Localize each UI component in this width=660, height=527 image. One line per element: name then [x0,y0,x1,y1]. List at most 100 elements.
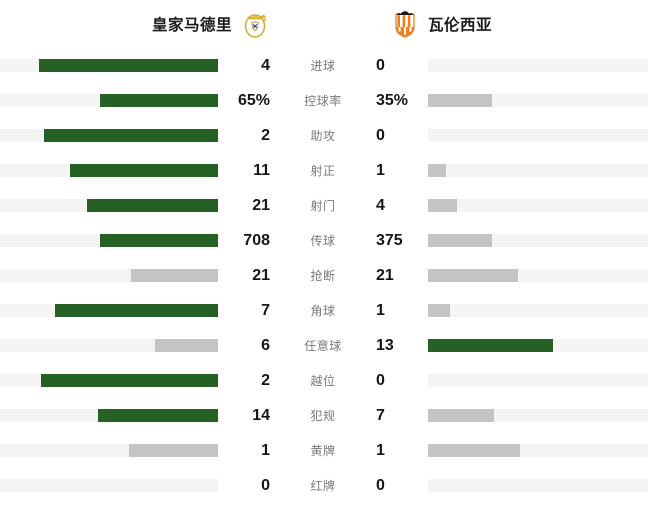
stat-center: 14 犯规 7 [218,398,428,433]
stat-row: 7 角球 1 [0,293,660,328]
home-bar-track [0,409,218,422]
stat-center: 21 抢断 21 [218,258,428,293]
home-bar-fill [130,269,218,282]
stat-label: 进球 [310,58,336,73]
away-team-name: 瓦伦西亚 [428,17,493,34]
away-bar-fill [428,164,446,177]
home-bar-fill [154,339,218,352]
away-stat-value: 375 [376,231,403,249]
away-bar-track [428,129,648,142]
away-stat-value: 0 [376,56,385,74]
home-stat-value: 21 [252,196,270,214]
home-bar-track [0,199,218,212]
stat-row: 21 射门 4 [0,188,660,223]
home-stat-value: 7 [261,301,270,319]
stat-center: 4 进球 0 [218,48,428,83]
home-bar-track [0,304,218,317]
stat-row: 2 越位 0 [0,363,660,398]
away-bar-track [428,409,648,422]
home-stat-value: 6 [261,336,270,354]
away-bar-track [428,94,648,107]
away-stat-value: 0 [376,476,385,494]
stat-row: 0 红牌 0 [0,468,660,503]
home-bar-track [0,479,218,492]
away-bar-fill [428,444,521,457]
away-stat-value: 7 [376,406,385,424]
stat-label: 助攻 [310,128,336,143]
away-stat-value: 1 [376,161,385,179]
stat-row: 2 助攻 0 [0,118,660,153]
home-bar-fill [100,94,218,107]
away-bar-fill [428,234,492,247]
home-bar-fill [128,444,218,457]
away-bar-track [428,199,648,212]
away-stat-value: 4 [376,196,385,214]
stat-center: 6 任意球 13 [218,328,428,363]
away-stat-value: 0 [376,371,385,389]
home-stat-value: 708 [243,231,270,249]
stat-center: 2 越位 0 [218,363,428,398]
home-stat-value: 4 [261,56,270,74]
home-stat-value: 11 [253,161,270,179]
home-bar-track [0,164,218,177]
away-bar-track [428,234,648,247]
stat-center: 2 助攻 0 [218,118,428,153]
home-bar-fill [69,164,218,177]
home-team: 皇家马德里 [0,10,268,38]
home-bar-fill [41,374,218,387]
home-bar-track [0,339,218,352]
away-stat-value: 0 [376,126,385,144]
home-bar-fill [98,409,218,422]
away-bar-track [428,444,648,457]
home-bar-track [0,59,218,72]
stat-label: 任意球 [304,338,342,353]
home-bar-fill [39,59,218,72]
stat-label: 角球 [310,303,336,318]
away-stat-value: 35% [376,91,409,109]
home-bar-fill [43,129,218,142]
stat-label: 控球率 [304,93,342,108]
home-stat-value: 1 [261,441,270,459]
stat-label: 传球 [310,233,336,248]
away-stat-value: 1 [376,441,385,459]
stat-row: 21 抢断 21 [0,258,660,293]
away-bar-track [428,269,648,282]
valencia-crest-icon [392,10,418,38]
home-bar-fill [87,199,218,212]
away-bar-track [428,164,648,177]
home-bar-track [0,444,218,457]
away-bar-fill [428,339,554,352]
away-bar-track [428,304,648,317]
home-bar-track [0,269,218,282]
home-bar-fill [100,234,218,247]
away-bar-track [428,374,648,387]
away-stat-value: 21 [376,266,394,284]
away-bar-fill [428,409,494,422]
away-bar-track [428,59,648,72]
stat-label: 射正 [310,163,336,178]
away-bar-fill [428,304,450,317]
home-stat-value: 2 [261,371,270,389]
home-stat-value: 21 [252,266,270,284]
stat-row: 708 传球 375 [0,223,660,258]
stat-row: 1 黄牌 1 [0,433,660,468]
stat-center: 708 传球 375 [218,223,428,258]
stat-label: 犯规 [310,408,336,423]
away-bar-track [428,339,648,352]
away-bar-track [428,479,648,492]
home-bar-track [0,129,218,142]
stat-label: 抢断 [310,268,336,283]
stat-row: 4 进球 0 [0,48,660,83]
away-bar-fill [428,199,457,212]
stat-center: 65% 控球率 35% [218,83,428,118]
stat-row: 6 任意球 13 [0,328,660,363]
stat-row: 65% 控球率 35% [0,83,660,118]
away-stat-value: 1 [376,301,385,319]
away-team: 瓦伦西亚 [392,10,660,38]
away-stat-value: 13 [376,336,394,354]
away-bar-fill [428,94,492,107]
stat-label: 越位 [310,373,336,388]
stat-row: 11 射正 1 [0,153,660,188]
stat-center: 0 红牌 0 [218,468,428,503]
stat-center: 1 黄牌 1 [218,433,428,468]
